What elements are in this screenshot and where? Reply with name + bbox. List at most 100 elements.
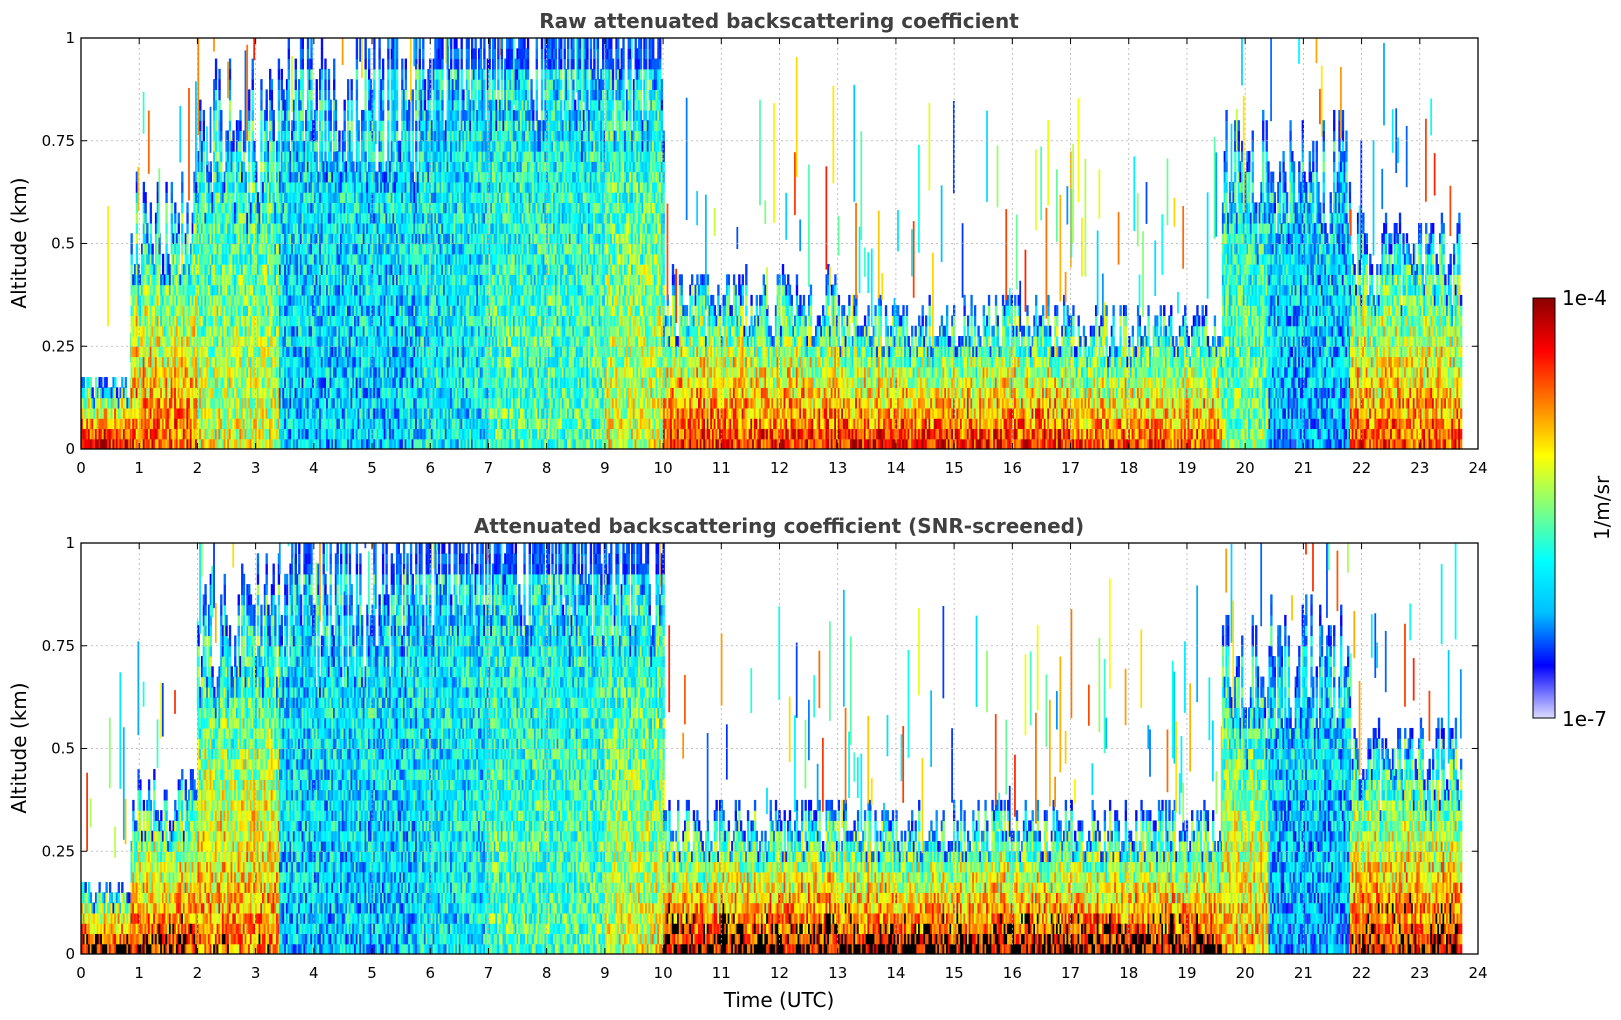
grid-raw bbox=[81, 38, 1478, 449]
x-tick-label: 7 bbox=[484, 964, 494, 982]
x-tick-label: 4 bbox=[309, 459, 319, 477]
heatmap-region bbox=[604, 38, 665, 449]
x-tick-label: 17 bbox=[1061, 459, 1080, 477]
heatmap-region bbox=[604, 543, 665, 954]
x-tick-label: 20 bbox=[1236, 964, 1255, 982]
x-tick-label: 17 bbox=[1061, 964, 1080, 982]
x-tick-label: 11 bbox=[712, 459, 731, 477]
heatmap-region bbox=[1221, 543, 1270, 954]
x-tick-label: 10 bbox=[654, 459, 673, 477]
x-tick-label: 23 bbox=[1410, 459, 1429, 477]
heatmap-region bbox=[663, 56, 841, 449]
x-tick-label: 18 bbox=[1119, 964, 1138, 982]
x-tick-label: 19 bbox=[1177, 459, 1196, 477]
heatmap-region bbox=[1268, 543, 1352, 954]
heatmap-region bbox=[1349, 543, 1463, 954]
x-tick-label: 18 bbox=[1119, 459, 1138, 477]
y-tick-label: 0.75 bbox=[42, 637, 75, 655]
x-tick-label: 0 bbox=[76, 459, 86, 477]
y-tick-label: 0 bbox=[65, 440, 75, 458]
x-tick-label: 0 bbox=[76, 964, 86, 982]
heatmap-region bbox=[278, 543, 420, 954]
x-tick-label: 3 bbox=[251, 964, 261, 982]
x-tick-label: 1 bbox=[134, 459, 144, 477]
x-tick-label: 12 bbox=[770, 459, 789, 477]
heatmap-region bbox=[130, 81, 200, 449]
x-tick-label: 13 bbox=[828, 964, 847, 982]
x-axis-label: Time (UTC) bbox=[723, 988, 835, 1012]
x-tick-label: 24 bbox=[1468, 459, 1487, 477]
x-tick-label: 1 bbox=[134, 964, 144, 982]
x-tick-label: 23 bbox=[1410, 964, 1429, 982]
x-tick-label: 3 bbox=[251, 459, 261, 477]
x-tick-label: 12 bbox=[770, 964, 789, 982]
x-tick-label: 4 bbox=[309, 964, 319, 982]
y-ticks-screened: 0 0.25 0.5 0.75 1 bbox=[42, 534, 1478, 963]
panel-title-raw: Raw attenuated backscattering coefficien… bbox=[539, 9, 1019, 33]
colorbar-unit-label: 1/m/sr bbox=[1590, 475, 1614, 540]
heatmap-region bbox=[1070, 98, 1224, 449]
y-tick-label: 0.5 bbox=[51, 235, 75, 253]
heatmap-region bbox=[1070, 578, 1224, 954]
panel-raw: Raw attenuated backscattering coefficien… bbox=[7, 9, 1488, 477]
colorbar-gradient bbox=[1532, 297, 1556, 719]
x-tick-label: 13 bbox=[828, 459, 847, 477]
x-tick-label: 11 bbox=[712, 964, 731, 982]
x-tick-label: 9 bbox=[600, 964, 610, 982]
heatmap-region bbox=[278, 38, 420, 449]
x-ticks-screened: 0 1 2 3 4 5 6 7 8 9 10 11 12 13 14 15 16 17 18 19 20 21 22 23 24 bbox=[76, 543, 1488, 982]
x-ticks-raw: 0 1 2 3 4 5 6 7 8 9 10 11 12 13 14 15 16 17 18 19 20 21 22 23 24 bbox=[76, 38, 1488, 477]
panel-title-screened: Attenuated backscattering coefficient (S… bbox=[474, 514, 1084, 538]
x-tick-label: 21 bbox=[1294, 459, 1313, 477]
heatmap-region bbox=[1221, 38, 1270, 449]
y-tick-label: 0.5 bbox=[51, 740, 75, 758]
x-tick-label: 16 bbox=[1003, 964, 1022, 982]
heatmap-region bbox=[130, 620, 200, 954]
y-tick-label: 1 bbox=[65, 29, 75, 47]
y-tick-label: 0 bbox=[65, 945, 75, 963]
heatmap-region bbox=[837, 84, 1073, 449]
y-axis-label-screened: Altitude (km) bbox=[7, 682, 31, 813]
x-tick-label: 6 bbox=[425, 964, 435, 982]
heatmap-region bbox=[197, 543, 281, 954]
heatmap-region bbox=[488, 543, 607, 954]
y-tick-label: 0.75 bbox=[42, 132, 75, 150]
x-tick-label: 5 bbox=[367, 964, 377, 982]
x-tick-label: 2 bbox=[193, 964, 203, 982]
x-tick-label: 14 bbox=[886, 964, 905, 982]
y-ticks-raw: 0 0.25 0.5 0.75 1 bbox=[42, 29, 1478, 458]
x-tick-label: 9 bbox=[600, 459, 610, 477]
heatmap-region bbox=[663, 606, 841, 954]
x-tick-label: 16 bbox=[1003, 459, 1022, 477]
colorbar: 1e-4 1e-7 1/m/sr bbox=[1532, 286, 1614, 731]
x-tick-label: 22 bbox=[1352, 964, 1371, 982]
y-tick-label: 0.25 bbox=[42, 337, 75, 355]
x-tick-label: 8 bbox=[542, 964, 552, 982]
x-tick-label: 24 bbox=[1468, 964, 1487, 982]
x-tick-label: 15 bbox=[945, 459, 964, 477]
heatmap-region bbox=[418, 543, 490, 954]
heatmap-region bbox=[81, 672, 133, 954]
x-tick-label: 19 bbox=[1177, 964, 1196, 982]
x-tick-label: 7 bbox=[484, 459, 494, 477]
x-tick-label: 22 bbox=[1352, 459, 1371, 477]
x-tick-label: 8 bbox=[542, 459, 552, 477]
heatmap-region bbox=[1268, 38, 1352, 449]
x-tick-label: 20 bbox=[1236, 459, 1255, 477]
heatmap-region bbox=[418, 38, 490, 449]
x-tick-label: 10 bbox=[654, 964, 673, 982]
x-tick-label: 14 bbox=[886, 459, 905, 477]
x-tick-label: 5 bbox=[367, 459, 377, 477]
heatmap-region bbox=[81, 205, 133, 449]
heatmap-region bbox=[837, 589, 1073, 954]
heatmap-region bbox=[197, 38, 281, 449]
colorbar-min-label: 1e-7 bbox=[1562, 707, 1607, 731]
heatmap-region bbox=[1349, 42, 1463, 449]
grid-screened bbox=[81, 543, 1478, 954]
y-tick-label: 0.25 bbox=[42, 842, 75, 860]
colorbar-max-label: 1e-4 bbox=[1562, 286, 1607, 310]
x-tick-label: 6 bbox=[425, 459, 435, 477]
y-axis-label-raw: Altitude (km) bbox=[7, 177, 31, 308]
panel-screened: Attenuated backscattering coefficient (S… bbox=[7, 514, 1488, 1012]
